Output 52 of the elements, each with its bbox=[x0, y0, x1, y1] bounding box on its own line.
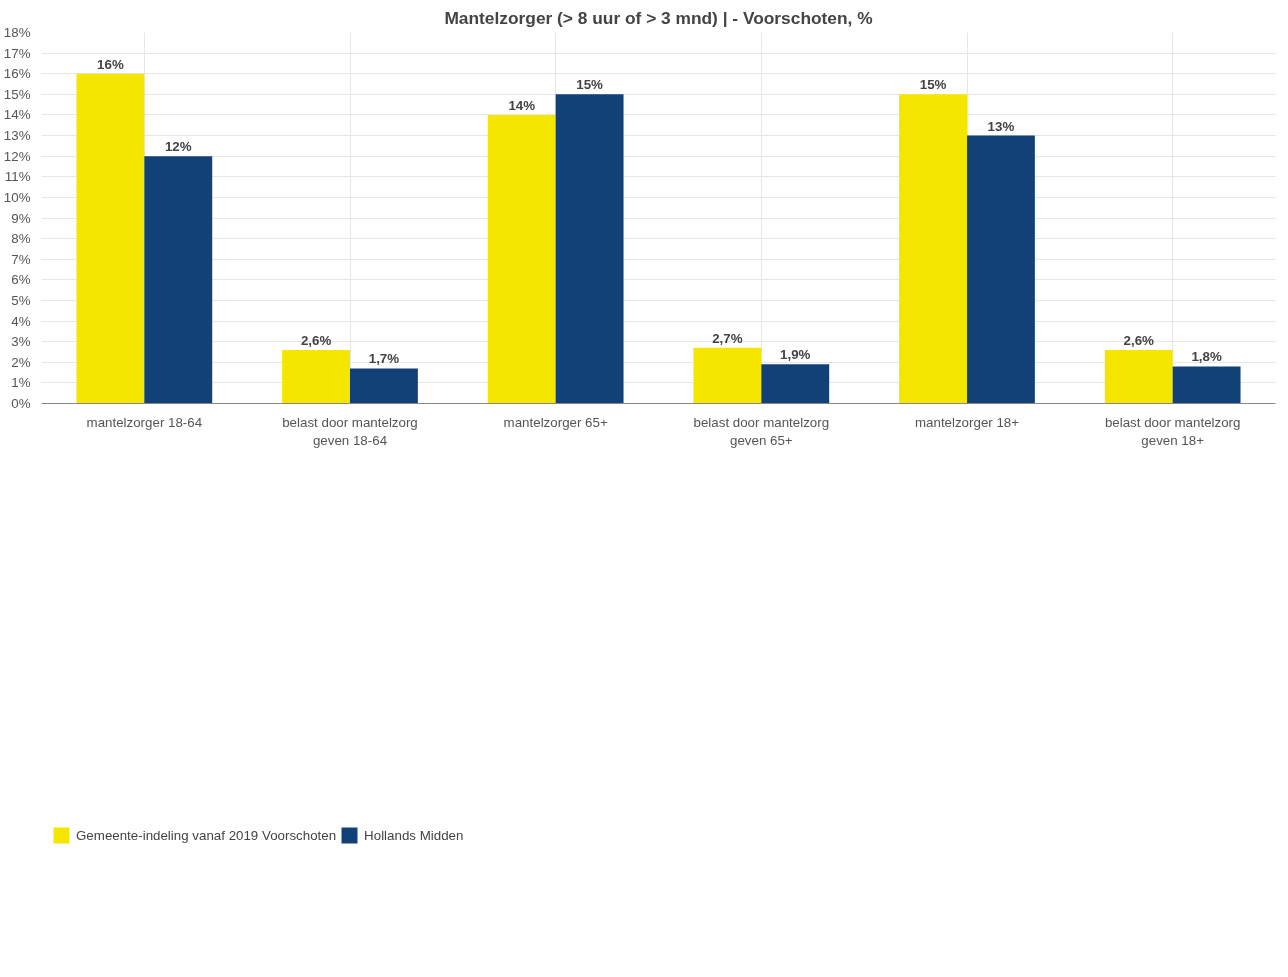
data-label: 14% bbox=[508, 97, 536, 113]
x-tick-label: mantelzorger 18-64 bbox=[86, 414, 203, 430]
y-tick-label: 18% bbox=[3, 25, 31, 40]
bar bbox=[761, 364, 830, 404]
data-label: 12% bbox=[164, 139, 192, 155]
data-label: 13% bbox=[987, 118, 1015, 134]
data-label: 2,6% bbox=[300, 332, 332, 348]
bar bbox=[282, 349, 350, 404]
bar bbox=[76, 73, 145, 404]
y-tick-label: 3% bbox=[11, 334, 31, 350]
data-label: 15% bbox=[576, 77, 604, 93]
chart-title: Mantelzorger (> 8 uur of > 3 mnd) | - Voorschoten, % bbox=[444, 7, 873, 28]
data-label: 16% bbox=[97, 56, 124, 72]
y-tick-label: 7% bbox=[11, 251, 31, 267]
data-label: 1,8% bbox=[1191, 349, 1222, 365]
bar bbox=[144, 156, 213, 404]
y-tick-label: 8% bbox=[11, 231, 31, 247]
legend-label: Gemeente-indeling vanaf 2019 Voorschoten bbox=[76, 827, 337, 843]
bar bbox=[899, 94, 967, 404]
data-label: 2,7% bbox=[712, 330, 743, 346]
y-tick-label: 15% bbox=[3, 86, 31, 102]
y-tick-label: 16% bbox=[3, 66, 31, 82]
bar bbox=[1172, 366, 1241, 404]
y-tick-label: 17% bbox=[3, 45, 31, 61]
y-tick-label: 1% bbox=[11, 375, 31, 391]
x-tick-label: belast door mantelzorg geven 18+ bbox=[1104, 414, 1241, 448]
x-tick-label: mantelzorger 18+ bbox=[914, 414, 1020, 430]
y-tick-label: 4% bbox=[11, 313, 31, 329]
bar bbox=[693, 347, 762, 404]
data-label: 2,6% bbox=[1123, 332, 1155, 348]
x-tick-label: mantelzorger 65+ bbox=[503, 414, 608, 430]
bar bbox=[487, 114, 556, 404]
y-tick-label: 10% bbox=[3, 189, 31, 205]
y-tick-label: 14% bbox=[3, 107, 31, 123]
y-tick-label: 0% bbox=[11, 396, 31, 411]
y-tick-label: 6% bbox=[11, 272, 31, 288]
y-tick-label: 5% bbox=[11, 292, 31, 308]
y-tick-label: 13% bbox=[3, 128, 31, 144]
x-tick-label: belast door mantelzorg geven 65+ bbox=[693, 414, 830, 448]
bar bbox=[350, 368, 418, 404]
y-tick-label: 9% bbox=[11, 210, 31, 226]
data-label: 15% bbox=[919, 77, 947, 93]
y-tick-label: 11% bbox=[4, 169, 31, 185]
bar bbox=[555, 94, 624, 404]
data-label: 1,9% bbox=[780, 347, 811, 363]
y-tick-label: 2% bbox=[11, 354, 31, 370]
bar bbox=[1104, 349, 1173, 404]
bar bbox=[967, 135, 1035, 404]
y-tick-label: 12% bbox=[3, 148, 31, 164]
legend-label: Hollands Midden bbox=[364, 827, 464, 843]
x-tick-label: belast door mantelzorg geven 18-64 bbox=[282, 414, 418, 448]
data-label: 1,7% bbox=[368, 351, 400, 367]
